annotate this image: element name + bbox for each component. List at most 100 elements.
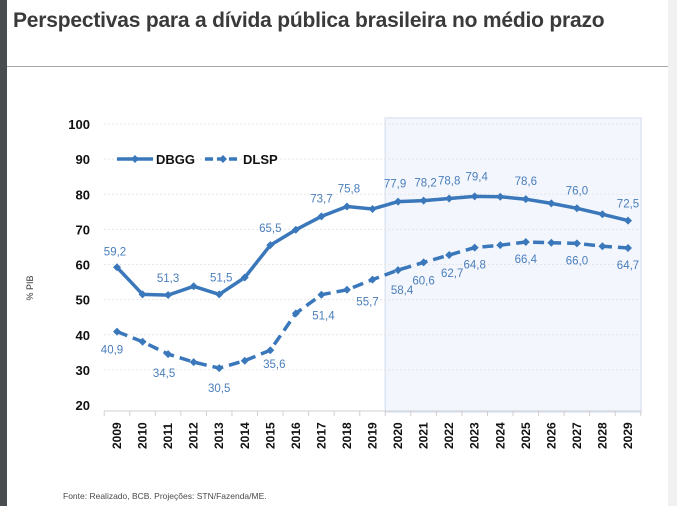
data-point-dbgg [445, 194, 454, 203]
data-point-dbgg [138, 290, 147, 299]
x-tick-label: 2018 [340, 422, 354, 449]
data-point-dbgg [189, 282, 198, 291]
data-point-dlsp [598, 242, 607, 251]
x-tick-label: 2016 [289, 422, 303, 449]
data-point-dlsp [445, 251, 454, 260]
y-tick-label: 30 [76, 363, 90, 378]
x-tick-label: 2011 [161, 423, 175, 449]
x-tick-label: 2009 [110, 422, 124, 449]
y-axis: 20 30 40 50 60 70 80 90 100 [68, 117, 90, 413]
data-label-dbgg: 76,0 [566, 185, 588, 197]
data-point-dbgg [521, 195, 530, 204]
legend-item-dbgg: DBGG [117, 152, 195, 167]
data-label-dlsp: 34,5 [153, 368, 175, 380]
data-label-dlsp: 64,8 [464, 260, 486, 272]
data-point-dbgg [470, 192, 479, 201]
y-tick-label: 60 [76, 258, 90, 273]
data-label-dlsp: 60,6 [412, 275, 434, 287]
data-point-dbgg [240, 273, 249, 282]
legend-marker-dlsp [219, 155, 227, 163]
y-tick-label: 80 [76, 187, 90, 202]
data-point-dlsp [164, 350, 173, 359]
data-point-dlsp [317, 290, 326, 299]
x-axis: 2009 2010 2011 2012 2013 2014 2015 2016 2017 2018… [103, 410, 642, 449]
data-point-dlsp [572, 239, 581, 248]
data-point-dlsp [394, 266, 403, 275]
x-tick-label: 2025 [519, 422, 533, 449]
data-point-dbgg [215, 290, 224, 299]
data-label-dlsp: 58,4 [391, 285, 414, 297]
data-label-dbgg: 79,4 [466, 171, 489, 183]
data-label-dlsp: 51,4 [312, 311, 335, 323]
data-label-dbgg: 65,5 [259, 223, 281, 235]
x-tick-label: 2013 [212, 422, 226, 449]
x-tick-label: 2010 [136, 422, 150, 449]
data-point-dbgg [624, 216, 632, 225]
data-point-dbgg [317, 212, 326, 221]
data-point-dbgg [496, 192, 505, 201]
data-point-dlsp [291, 309, 300, 318]
data-label-dbgg: 77,9 [384, 179, 406, 191]
data-label-dlsp: 66,0 [566, 255, 588, 267]
data-point-dbgg [547, 199, 556, 208]
data-point-dbgg [113, 263, 121, 272]
data-point-dlsp [215, 364, 224, 373]
data-point-dbgg [572, 204, 581, 213]
legend-item-dlsp: DLSP [205, 152, 278, 167]
x-tick-label: 2023 [468, 422, 482, 449]
y-tick-label: 100 [68, 117, 90, 132]
data-point-dbgg [394, 197, 403, 206]
data-point-dlsp [496, 241, 505, 250]
data-label-dlsp: 55,7 [356, 297, 378, 309]
x-tick-label: 2026 [544, 422, 558, 449]
data-label-dbgg: 78,6 [515, 176, 537, 188]
slide-left-bar [0, 0, 7, 506]
data-label-dlsp: 62,7 [441, 268, 463, 280]
series-lines [113, 192, 632, 373]
y-axis-label: % PIB [25, 275, 35, 300]
data-point-dlsp [419, 258, 428, 267]
data-point-dlsp [189, 358, 198, 367]
data-point-dbgg [598, 210, 607, 219]
y-tick-label: 50 [76, 293, 90, 308]
data-label-dbgg: 59,2 [104, 246, 126, 258]
x-tick-label: 2027 [570, 422, 584, 449]
data-label-dbgg: 75,8 [338, 184, 360, 196]
data-label-dlsp: 64,7 [617, 260, 639, 272]
data-point-dlsp [240, 356, 249, 365]
data-label-dlsp: 30,5 [208, 383, 230, 395]
data-label-dlsp: 35,6 [263, 359, 285, 371]
data-point-dbgg [368, 205, 377, 214]
data-label-dbgg: 78,8 [438, 175, 460, 187]
data-point-dlsp [266, 346, 275, 355]
page-title: Perspectivas para a dívida pública brasi… [13, 9, 605, 32]
data-label-dbgg: 73,7 [310, 193, 332, 205]
legend: DBGG DLSP [117, 152, 278, 167]
x-tick-label: 2022 [442, 422, 456, 449]
data-label-dbgg: 72,5 [617, 199, 639, 211]
data-point-dbgg [342, 202, 351, 211]
title-divider [7, 66, 668, 67]
data-point-dlsp [138, 337, 147, 346]
slide-right-strip [668, 0, 677, 506]
data-point-dbgg [291, 225, 300, 234]
data-label-dlsp: 40,9 [101, 345, 123, 357]
data-point-dlsp [368, 275, 377, 284]
data-point-dbgg [164, 291, 173, 300]
data-label-dbgg: 51,3 [157, 273, 179, 285]
source-note: Fonte: Realizado, BCB. Projeções: STN/Fa… [63, 491, 267, 501]
x-tick-label: 2019 [366, 422, 380, 449]
x-tick-label: 2029 [621, 422, 635, 449]
legend-label-dlsp: DLSP [243, 152, 278, 167]
data-label-dlsp: 66,4 [515, 254, 538, 266]
y-tick-label: 70 [76, 222, 90, 237]
x-tick-label: 2015 [263, 422, 277, 449]
x-tick-label: 2028 [595, 422, 609, 449]
data-label-dbgg: 51,5 [210, 272, 232, 284]
data-point-dlsp [624, 243, 632, 252]
x-tick-label: 2021 [417, 422, 431, 449]
y-tick-label: 40 [76, 328, 90, 343]
x-tick-label: 2017 [314, 422, 328, 449]
x-tick-label: 2014 [238, 422, 252, 449]
